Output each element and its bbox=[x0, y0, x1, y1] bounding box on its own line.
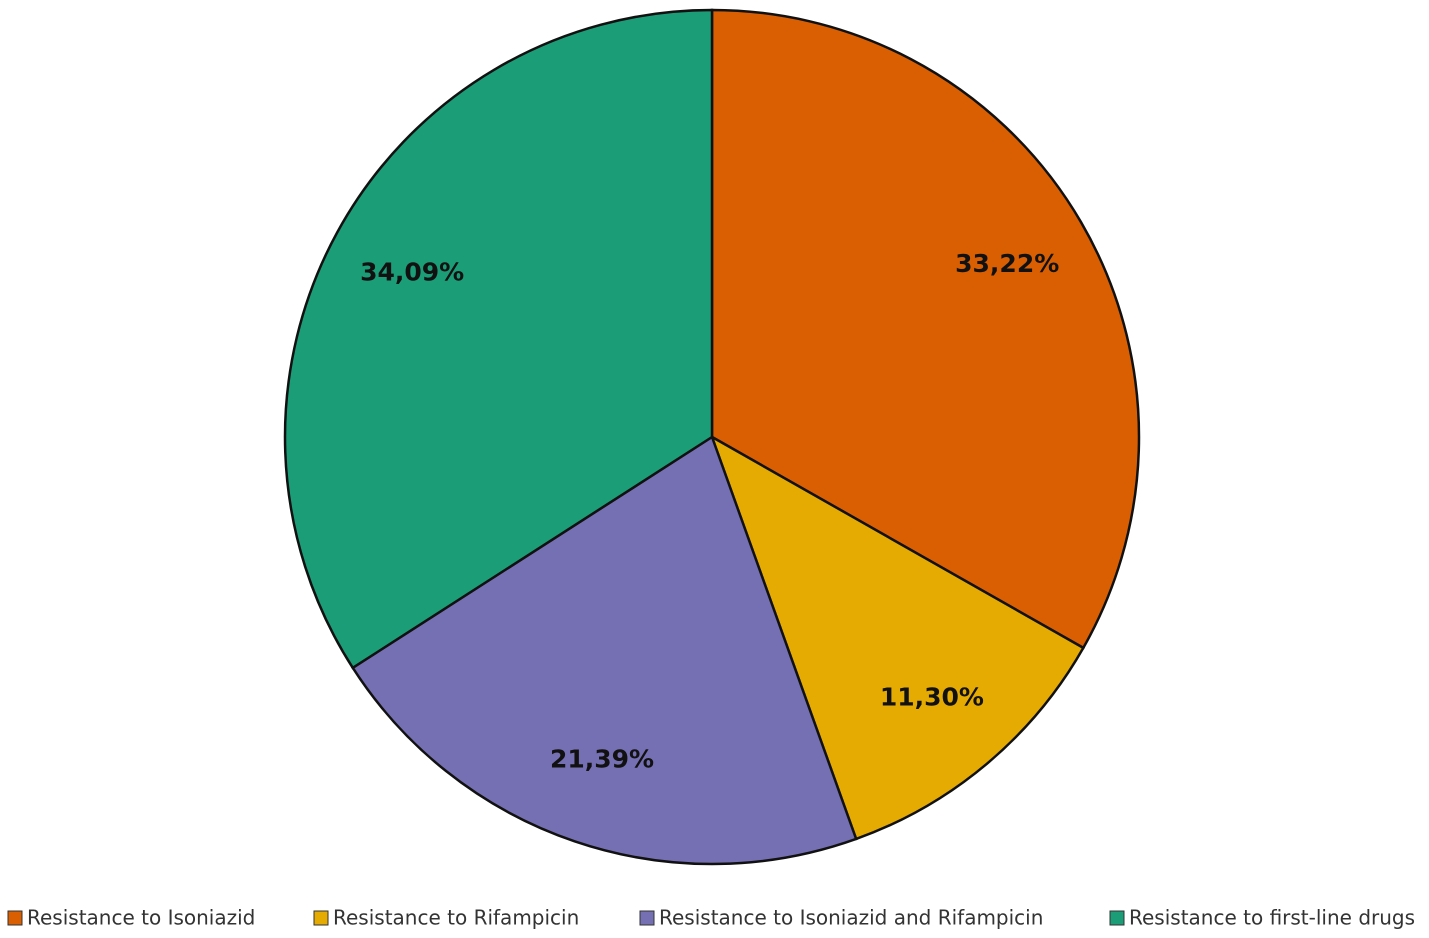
value-label: 33,22% bbox=[955, 249, 1059, 278]
legend-swatch bbox=[313, 910, 329, 926]
pie-slice bbox=[710, 8, 1141, 650]
legend-label: Resistance to first-line drugs bbox=[1129, 906, 1415, 930]
value-label: 34,09% bbox=[360, 257, 464, 286]
legend-label: Resistance to Rifampicin bbox=[333, 906, 579, 930]
pie-slice bbox=[351, 435, 858, 866]
legend-label: Resistance to Isoniazid bbox=[27, 906, 255, 930]
pie-slice bbox=[709, 434, 1086, 841]
legend-label: Resistance to Isoniazid and Rifampicin bbox=[659, 906, 1043, 930]
legend-swatch bbox=[639, 910, 655, 926]
legend-swatch bbox=[7, 910, 23, 926]
value-label: 11,30% bbox=[880, 682, 984, 711]
legend-swatch bbox=[1109, 910, 1125, 926]
pie-slice bbox=[283, 8, 714, 670]
value-label: 21,39% bbox=[550, 744, 654, 773]
